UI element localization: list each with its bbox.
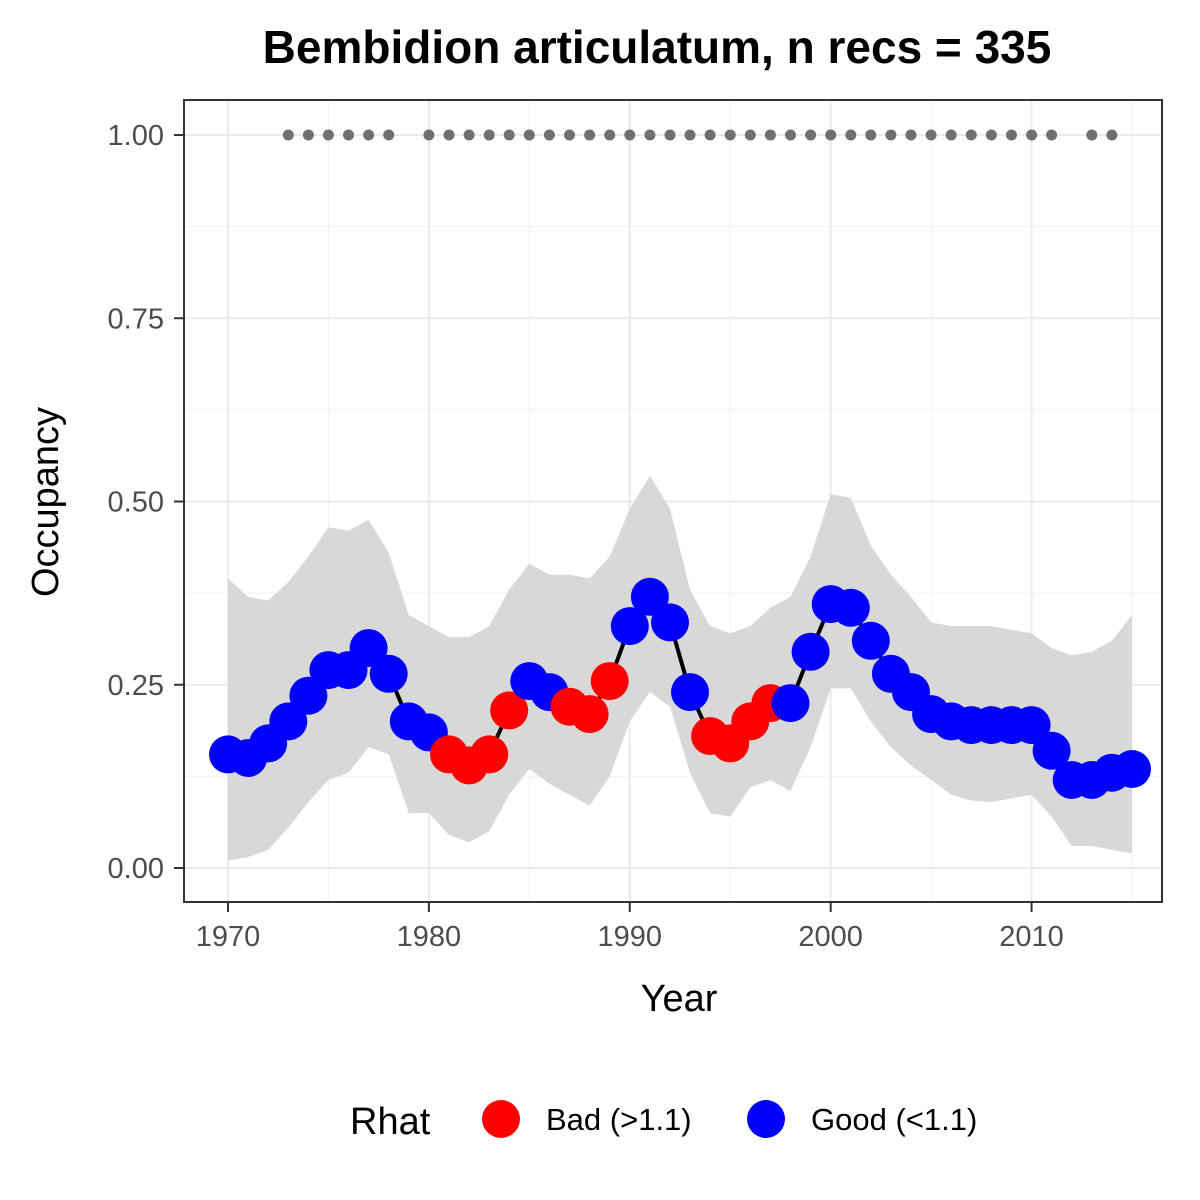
record-dot-2013 bbox=[1086, 129, 1098, 141]
legend-label-good: Good (<1.1) bbox=[811, 1102, 977, 1137]
occupancy-point-1992 bbox=[651, 603, 689, 642]
record-dot-1985 bbox=[523, 129, 535, 141]
legend-key-good bbox=[747, 1100, 785, 1138]
occupancy-points-layer bbox=[209, 577, 1151, 799]
x-axis-title: Year bbox=[641, 978, 718, 1020]
occupancy-point-2002 bbox=[851, 621, 890, 660]
record-dots-layer bbox=[282, 129, 1118, 141]
legend-title: Rhat bbox=[350, 1101, 431, 1143]
record-dot-1989 bbox=[604, 129, 616, 141]
legend-key-bad bbox=[482, 1100, 520, 1138]
record-dot-1977 bbox=[363, 129, 375, 141]
occupancy-point-2001 bbox=[831, 588, 870, 627]
occupancy-point-2011 bbox=[1032, 731, 1071, 770]
occupancy-point-1990 bbox=[610, 607, 649, 646]
y-tick-label: 0.75 bbox=[108, 303, 164, 335]
record-dot-2002 bbox=[865, 129, 877, 141]
occupancy-point-2010 bbox=[1012, 706, 1051, 745]
occupancy-point-1983 bbox=[470, 735, 509, 774]
x-tick-label: 1990 bbox=[598, 921, 663, 953]
x-tick-label: 1970 bbox=[196, 921, 261, 953]
occupancy-point-2015 bbox=[1113, 750, 1151, 788]
record-dot-2014 bbox=[1106, 129, 1118, 141]
occupancy-point-1974 bbox=[289, 676, 328, 715]
record-dot-2000 bbox=[825, 129, 837, 141]
record-dot-1976 bbox=[343, 129, 354, 141]
record-dot-2006 bbox=[945, 129, 957, 141]
record-dot-1981 bbox=[443, 129, 455, 141]
record-dot-2011 bbox=[1046, 129, 1058, 141]
x-tick-label: 1980 bbox=[397, 921, 462, 953]
x-tick-label: 2010 bbox=[999, 921, 1064, 953]
record-dot-1984 bbox=[503, 129, 515, 141]
record-dot-1994 bbox=[704, 129, 716, 141]
occupancy-point-1977 bbox=[349, 629, 388, 668]
record-dot-1988 bbox=[584, 129, 596, 141]
occupancy-point-1978 bbox=[369, 654, 408, 693]
record-dot-1987 bbox=[564, 129, 575, 141]
record-dot-1990 bbox=[624, 129, 636, 141]
y-tick-label: 1.00 bbox=[108, 120, 164, 152]
occupancy-point-1999 bbox=[791, 632, 830, 671]
record-dot-1986 bbox=[543, 129, 555, 141]
record-dot-1980 bbox=[423, 129, 435, 141]
occupancy-point-1998 bbox=[771, 684, 810, 723]
occupancy-point-1991 bbox=[630, 577, 669, 616]
record-dot-2005 bbox=[925, 129, 937, 141]
record-dot-2001 bbox=[845, 129, 857, 141]
record-dot-1997 bbox=[764, 129, 776, 141]
record-dot-1992 bbox=[664, 129, 676, 141]
record-dot-1973 bbox=[282, 129, 294, 141]
legend: Rhat Bad (>1.1) Good (<1.1) bbox=[350, 1100, 977, 1143]
record-dot-1982 bbox=[463, 129, 475, 141]
y-axis: 0.00 0.25 0.50 0.75 1.00 bbox=[108, 120, 184, 885]
record-dot-2003 bbox=[885, 129, 897, 141]
occupancy-point-1989 bbox=[590, 662, 629, 701]
legend-label-bad: Bad (>1.1) bbox=[546, 1102, 692, 1137]
record-dot-1978 bbox=[383, 129, 395, 141]
record-dot-2009 bbox=[1006, 129, 1017, 141]
record-dot-1983 bbox=[483, 129, 495, 141]
y-axis-title: Occupancy bbox=[25, 407, 67, 597]
record-dot-2004 bbox=[905, 129, 917, 141]
y-tick-label: 0.00 bbox=[108, 853, 164, 885]
occupancy-point-1984 bbox=[490, 691, 529, 730]
record-dot-1991 bbox=[644, 129, 656, 141]
x-axis: 1970 1980 1990 2000 2010 bbox=[196, 902, 1064, 953]
chart-title: Bembidion articulatum, n recs = 335 bbox=[263, 21, 1052, 73]
record-dot-2008 bbox=[985, 129, 997, 141]
record-dot-1974 bbox=[302, 129, 314, 141]
record-dot-2007 bbox=[965, 129, 977, 141]
occupancy-point-1988 bbox=[570, 695, 609, 734]
record-dot-2010 bbox=[1026, 129, 1038, 141]
record-dot-1995 bbox=[724, 129, 736, 141]
record-dot-1993 bbox=[684, 129, 696, 141]
occupancy-point-1973 bbox=[269, 702, 308, 741]
y-tick-label: 0.50 bbox=[108, 487, 164, 519]
record-dot-1999 bbox=[805, 129, 817, 141]
record-dot-1996 bbox=[744, 129, 756, 141]
x-tick-label: 2000 bbox=[798, 921, 863, 953]
record-dot-1975 bbox=[322, 129, 334, 141]
occupancy-point-1993 bbox=[671, 673, 709, 712]
y-tick-label: 0.25 bbox=[108, 670, 164, 702]
record-dot-1998 bbox=[785, 129, 796, 141]
